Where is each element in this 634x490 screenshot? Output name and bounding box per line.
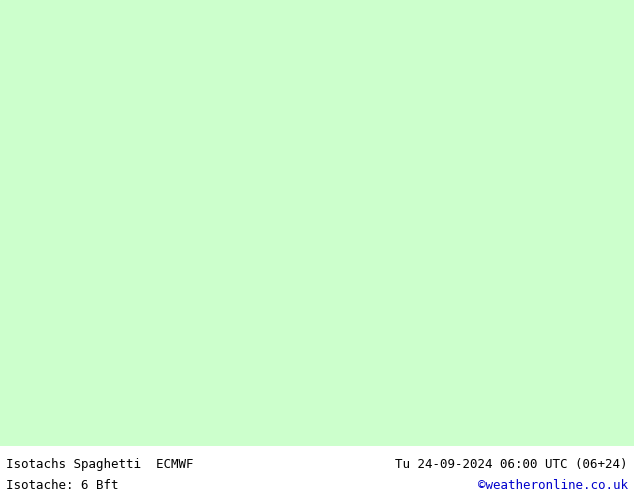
Text: Isotachs Spaghetti  ECMWF: Isotachs Spaghetti ECMWF [6, 458, 194, 471]
Text: Isotache: 6 Bft: Isotache: 6 Bft [6, 479, 119, 490]
Polygon shape [0, 0, 634, 446]
Text: Tu 24-09-2024 06:00 UTC (06+24): Tu 24-09-2024 06:00 UTC (06+24) [395, 458, 628, 471]
Text: ©weatheronline.co.uk: ©weatheronline.co.uk [477, 479, 628, 490]
